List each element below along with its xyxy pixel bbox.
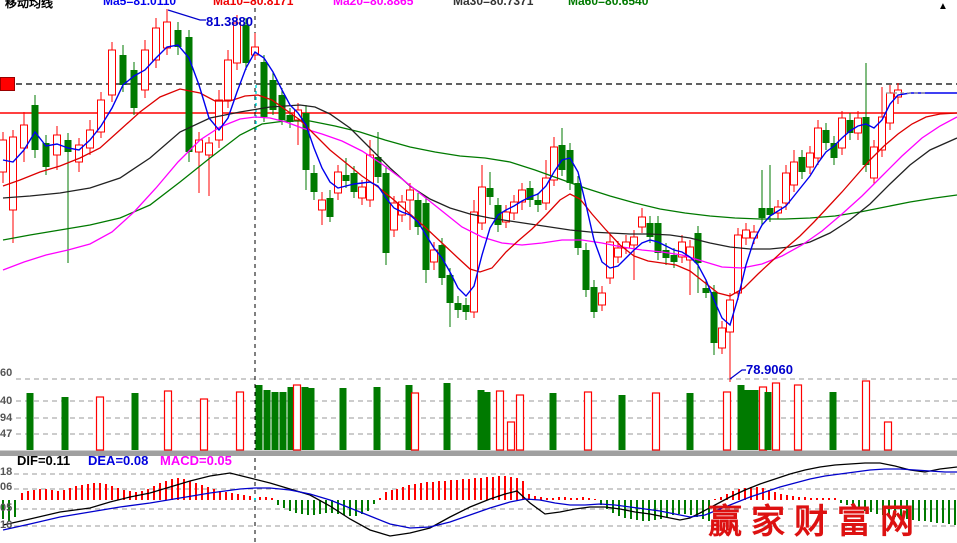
site-watermark: 赢家财富网: [708, 504, 923, 541]
ma60-readout: Ma60=80.6540: [568, 0, 649, 8]
scroll-up-arrow-icon[interactable]: ▲: [938, 1, 948, 12]
price-alert-marker[interactable]: [0, 77, 15, 91]
volume-axis-tick-3: 94: [0, 412, 13, 424]
dif-readout: DIF=0.11: [17, 453, 71, 468]
volume-axis-tick-1: 60: [0, 367, 13, 379]
ma20-readout: Ma20=80.8865: [333, 0, 414, 8]
macd-axis-tick-4: 16: [0, 519, 13, 531]
macd-axis-tick-3: 05: [0, 502, 13, 514]
volume-axis-tick-2: 40: [0, 395, 13, 407]
ma30-readout: Ma30=80.7371: [453, 0, 534, 8]
ma5-readout: Ma5=81.0110: [103, 0, 177, 8]
macd-readout: MACD=0.05: [160, 453, 232, 468]
ma10-readout: Ma10=80.8171: [213, 0, 294, 8]
high-price-annotation: 81.3880: [206, 14, 253, 29]
volume-axis-tick-4: 47: [0, 428, 13, 440]
low-price-annotation: 78.9060: [746, 362, 793, 377]
ma-bar-title: 移动均线: [5, 0, 54, 10]
macd-axis-tick-1: 18: [0, 466, 13, 478]
dea-readout: DEA=0.08: [88, 453, 149, 468]
macd-axis-tick-2: 06: [0, 481, 13, 493]
